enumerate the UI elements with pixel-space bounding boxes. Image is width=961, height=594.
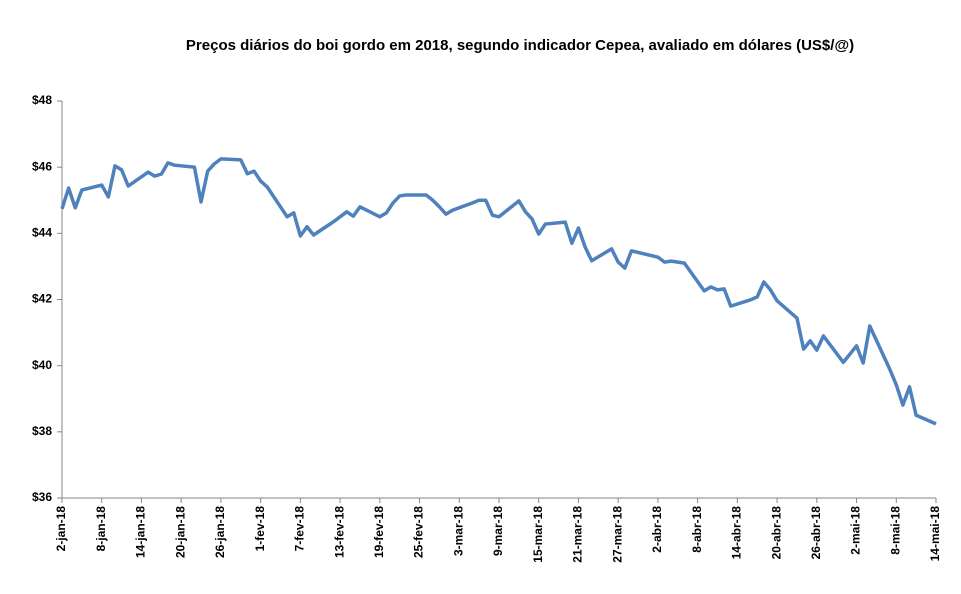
- y-tick-label: $46: [32, 159, 52, 173]
- x-tick-label: 8-mai-18: [888, 506, 902, 555]
- x-tick-label: 25-fev-18: [412, 506, 426, 558]
- x-tick-label: 8-jan-18: [94, 506, 108, 552]
- x-tick-label: 19-fev-18: [372, 506, 386, 558]
- y-tick-label: $44: [32, 226, 52, 240]
- x-tick-label: 15-mar-18: [531, 506, 545, 563]
- x-tick-label: 13-fev-18: [332, 506, 346, 558]
- x-tick-label: 20-jan-18: [173, 506, 187, 558]
- x-tick-label: 14-jan-18: [134, 506, 148, 558]
- x-tick-label: 21-mar-18: [571, 506, 585, 563]
- y-tick-label: $38: [32, 424, 52, 438]
- line-series: [60, 157, 937, 426]
- x-tick-label: 9-mar-18: [491, 506, 505, 556]
- x-tick-label: 2-mai-18: [849, 506, 863, 555]
- x-tick-label: 27-mar-18: [610, 506, 624, 563]
- x-tick-label: 14-mai-18: [928, 506, 942, 562]
- y-tick-label: $40: [32, 358, 52, 372]
- x-tick-label: 2-jan-18: [54, 506, 68, 552]
- y-tick-label: $42: [32, 292, 52, 306]
- x-tick-label: 14-abr-18: [730, 506, 744, 560]
- x-tick-label: 1-fev-18: [253, 506, 267, 552]
- y-tick-label: $36: [32, 490, 52, 504]
- chart-title: Preços diários do boi gordo em 2018, seg…: [186, 37, 854, 54]
- y-tick-label: $48: [32, 93, 52, 107]
- x-tick-label: 3-mar-18: [451, 506, 465, 556]
- x-tick-label: 2-abr-18: [650, 506, 664, 553]
- x-tick-label: 26-abr-18: [809, 506, 823, 560]
- x-tick-label: 8-abr-18: [690, 506, 704, 553]
- x-tick-label: 20-abr-18: [769, 506, 783, 560]
- x-tick-label: 26-jan-18: [213, 506, 227, 558]
- x-tick-label: 7-fev-18: [293, 506, 307, 552]
